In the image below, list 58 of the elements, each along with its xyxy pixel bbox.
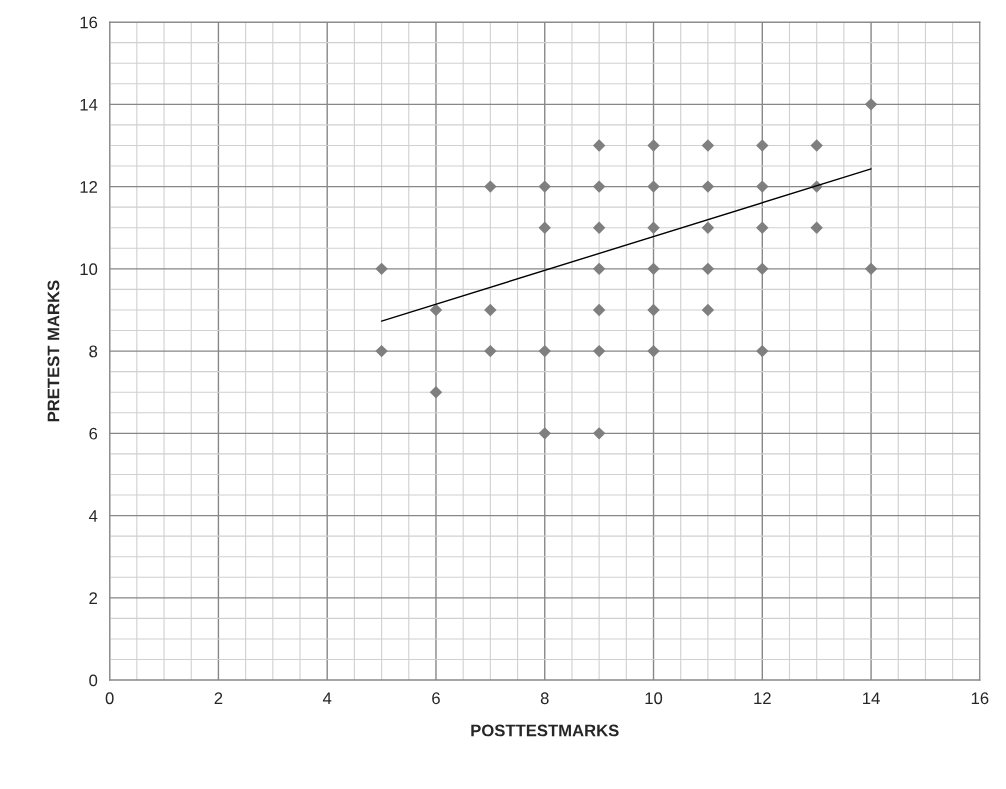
point	[701, 221, 715, 234]
point	[701, 139, 715, 152]
point	[429, 386, 443, 399]
point	[592, 344, 606, 358]
point	[538, 180, 551, 193]
point	[538, 344, 551, 358]
x-tick-label: 16	[971, 692, 989, 705]
y-axis-title: PRETEST MARKS	[47, 280, 60, 422]
point	[756, 344, 769, 358]
point	[647, 180, 660, 193]
y-tick-label: 10	[80, 263, 98, 276]
point	[701, 303, 715, 317]
point	[484, 303, 497, 317]
y-tick-label: 14	[80, 98, 98, 111]
point	[592, 180, 606, 193]
point	[592, 139, 606, 152]
point	[864, 262, 878, 276]
point	[647, 303, 660, 317]
y-tick-label: 16	[80, 16, 98, 29]
point	[592, 427, 606, 440]
point	[647, 139, 660, 152]
point	[756, 180, 769, 193]
point	[701, 180, 715, 193]
y-tick-label: 0	[89, 674, 98, 687]
x-tick-label: 0	[105, 692, 114, 705]
point	[864, 98, 878, 111]
y-tick-label: 12	[80, 181, 98, 193]
point	[592, 262, 606, 276]
point	[701, 262, 715, 276]
point	[375, 344, 388, 358]
point	[810, 139, 823, 152]
point	[647, 344, 660, 358]
y-tick-label: 4	[88, 510, 98, 522]
point	[647, 221, 660, 234]
point	[484, 344, 497, 358]
point	[756, 221, 769, 234]
x-tick-label: 6	[432, 692, 440, 705]
point	[429, 303, 443, 317]
point	[756, 139, 769, 152]
x-axis-title: POSTTESTMARKS	[471, 724, 619, 737]
point	[538, 427, 551, 440]
y-tick-label: 2	[89, 592, 98, 604]
x-tick-label: 4	[322, 692, 332, 704]
y-tick-label: 6	[89, 427, 98, 440]
x-tick-label: 14	[863, 692, 880, 704]
point	[810, 221, 823, 234]
x-tick-label: 10	[645, 692, 663, 705]
point	[647, 262, 660, 276]
y-tick-label: 8	[89, 345, 98, 358]
x-tick-label: 8	[540, 692, 549, 705]
x-tick-label: 12	[754, 692, 771, 704]
point	[375, 262, 388, 276]
point	[592, 303, 606, 317]
x-tick-label: 2	[214, 692, 223, 704]
point	[538, 221, 551, 234]
point	[592, 221, 606, 234]
point	[484, 180, 497, 193]
point	[756, 262, 769, 276]
